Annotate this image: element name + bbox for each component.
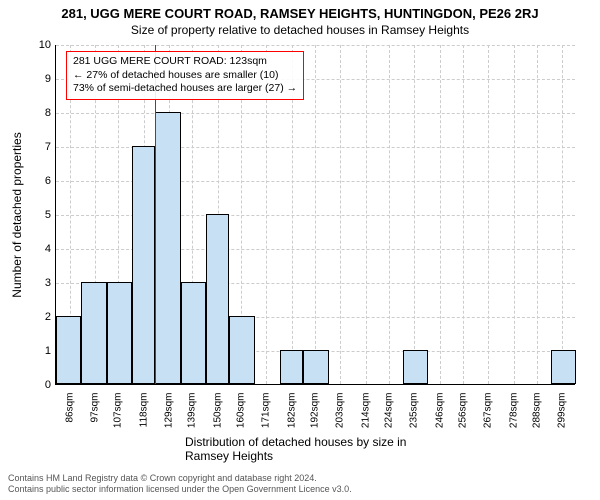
y-tick-label: 10 (39, 39, 51, 51)
footer-line: Contains HM Land Registry data © Crown c… (8, 473, 352, 485)
gridline-vertical (414, 45, 415, 384)
y-tick-label: 4 (45, 243, 51, 255)
gridline-vertical (463, 45, 464, 384)
x-tick-label: 203sqm (335, 393, 346, 429)
y-tick-label: 2 (45, 311, 51, 323)
histogram-bar (56, 316, 81, 384)
histogram-bar (81, 282, 106, 384)
histogram-bar (229, 316, 254, 384)
x-tick-label: 256sqm (457, 393, 468, 429)
x-tick-label: 246sqm (434, 393, 445, 429)
page-subtitle: Size of property relative to detached ho… (0, 21, 600, 37)
gridline-vertical (389, 45, 390, 384)
histogram-chart: Number of detached properties 0123456789… (55, 45, 575, 385)
y-tick-label: 8 (45, 107, 51, 119)
histogram-bar (155, 112, 180, 384)
x-tick-label: 129sqm (164, 393, 175, 429)
y-axis-label: Number of detached properties (10, 132, 24, 297)
x-tick-label: 118sqm (138, 393, 149, 428)
gridline-vertical (488, 45, 489, 384)
x-tick-label: 192sqm (309, 393, 320, 429)
histogram-bar (132, 146, 155, 384)
gridline-vertical (315, 45, 316, 384)
y-tick-label: 6 (45, 175, 51, 187)
x-tick-label: 288sqm (531, 393, 542, 429)
footer-line: Contains public sector information licen… (8, 484, 352, 496)
info-line: 73% of semi-detached houses are larger (… (73, 82, 297, 96)
x-tick-label: 160sqm (235, 393, 246, 429)
y-tick-label: 7 (45, 141, 51, 153)
gridline-vertical (366, 45, 367, 384)
x-tick-label: 267sqm (483, 393, 494, 429)
histogram-bar (403, 350, 428, 384)
x-tick-label: 235sqm (409, 393, 420, 429)
info-line: ← 27% of detached houses are smaller (10… (73, 69, 297, 83)
x-tick-label: 299sqm (557, 393, 568, 429)
x-tick-label: 171sqm (261, 393, 272, 429)
gridline-vertical (537, 45, 538, 384)
x-tick-label: 182sqm (286, 393, 297, 429)
y-tick-label: 3 (45, 277, 51, 289)
x-tick-label: 107sqm (113, 393, 124, 429)
y-tick-label: 5 (45, 209, 51, 221)
x-tick-label: 139sqm (187, 393, 198, 429)
x-tick-label: 150sqm (212, 393, 223, 429)
histogram-bar (107, 282, 132, 384)
property-info-box: 281 UGG MERE COURT ROAD: 123sqm← 27% of … (66, 51, 304, 100)
histogram-bar (280, 350, 303, 384)
histogram-bar (303, 350, 328, 384)
histogram-bar (181, 282, 206, 384)
gridline-vertical (514, 45, 515, 384)
plot-area: 01234567891086sqm97sqm107sqm118sqm129sqm… (55, 45, 575, 385)
histogram-bar (206, 214, 229, 384)
gridline-vertical (340, 45, 341, 384)
x-tick-label: 224sqm (383, 393, 394, 429)
y-tick-label: 9 (45, 73, 51, 85)
x-tick-label: 97sqm (90, 393, 101, 423)
attribution-footer: Contains HM Land Registry data © Crown c… (8, 473, 352, 496)
y-tick-label: 1 (45, 345, 51, 357)
histogram-bar (551, 350, 576, 384)
x-tick-label: 278sqm (508, 393, 519, 429)
y-tick-label: 0 (45, 379, 51, 391)
x-tick-label: 86sqm (64, 393, 75, 423)
gridline-vertical (562, 45, 563, 384)
gridline-vertical (440, 45, 441, 384)
x-tick-label: 214sqm (360, 393, 371, 429)
x-axis-label: Distribution of detached houses by size … (185, 435, 445, 463)
info-line: 281 UGG MERE COURT ROAD: 123sqm (73, 55, 297, 69)
page-title: 281, UGG MERE COURT ROAD, RAMSEY HEIGHTS… (0, 0, 600, 21)
